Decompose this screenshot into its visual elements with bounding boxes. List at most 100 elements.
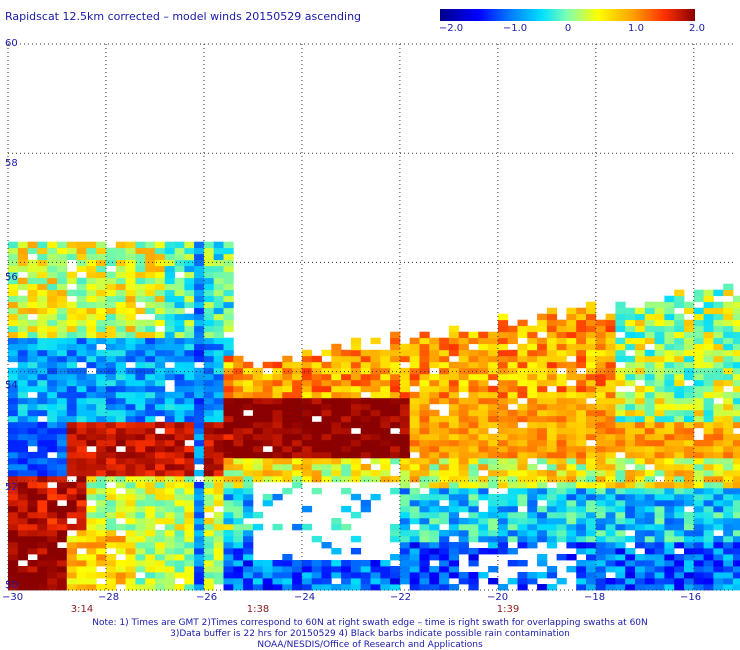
heatmap-cell <box>311 487 322 495</box>
heatmap-cell <box>115 433 126 441</box>
heatmap-cell <box>213 499 224 507</box>
heatmap-cell <box>341 373 352 381</box>
heatmap-cell <box>625 403 636 411</box>
heatmap-cell <box>644 367 655 375</box>
heatmap-cell <box>321 373 332 381</box>
heatmap-cell <box>517 385 528 393</box>
heatmap-cell <box>546 439 558 447</box>
heatmap-cell <box>125 367 136 375</box>
heatmap-cell <box>223 421 234 429</box>
heatmap-cell <box>96 493 107 501</box>
heatmap-cell <box>576 487 587 495</box>
heatmap-cell <box>135 481 146 489</box>
heatmap-cell <box>576 355 587 363</box>
heatmap-cell <box>184 457 195 465</box>
heatmap-cell <box>76 373 87 381</box>
heatmap-cell <box>164 331 175 339</box>
heatmap-cell <box>517 325 528 333</box>
heatmap-cell <box>644 307 655 315</box>
heatmap-cell <box>194 439 205 447</box>
heatmap-cell <box>37 259 48 267</box>
heatmap-cell <box>635 343 646 351</box>
heatmap-cell <box>86 313 97 321</box>
heatmap-cell <box>37 535 48 543</box>
heatmap-cell <box>399 343 411 351</box>
heatmap-cell <box>468 578 479 585</box>
heatmap-cell <box>76 247 87 255</box>
heatmap-cell <box>419 373 430 381</box>
heatmap-cell <box>341 409 352 417</box>
heatmap-cell <box>693 505 704 513</box>
heatmap-cell <box>321 463 332 471</box>
heatmap-cell <box>517 578 528 585</box>
heatmap-cell <box>703 535 714 543</box>
heatmap-cell <box>184 554 195 561</box>
heatmap-cell <box>135 397 146 405</box>
heatmap-cell <box>439 433 450 441</box>
heatmap-cell <box>8 523 19 531</box>
heatmap-cell <box>252 566 264 573</box>
heatmap-cell <box>194 469 205 477</box>
heatmap-cell <box>723 487 734 495</box>
heatmap-cell <box>47 313 58 321</box>
heatmap-cell <box>213 385 224 393</box>
heatmap-cell <box>488 373 499 381</box>
heatmap-cell <box>17 391 28 399</box>
heatmap-cell <box>292 469 303 477</box>
heatmap-cell <box>174 361 185 369</box>
heatmap-cell <box>155 253 166 261</box>
heatmap-cell <box>223 572 234 579</box>
heatmap-cell <box>213 457 224 465</box>
heatmap-cell <box>703 373 714 381</box>
heatmap-cell <box>37 343 48 351</box>
heatmap-cell <box>233 529 244 537</box>
heatmap-cell <box>419 499 430 507</box>
heatmap-cell <box>693 367 704 375</box>
heatmap-cell <box>635 385 646 393</box>
heatmap-cell <box>106 373 117 381</box>
heatmap-cell <box>693 331 704 339</box>
heatmap-cell <box>76 277 87 285</box>
heatmap-cell <box>47 397 58 405</box>
heatmap-cell <box>86 487 97 495</box>
heatmap-cell <box>644 469 655 477</box>
heatmap-cell <box>125 385 136 393</box>
heatmap-cell <box>429 584 440 591</box>
heatmap-cell <box>674 361 685 369</box>
heatmap-cell <box>360 367 371 375</box>
heatmap-cell <box>419 584 430 591</box>
heatmap-cell <box>605 584 616 591</box>
heatmap-cell <box>507 529 518 537</box>
heatmap-cell <box>272 439 283 447</box>
heatmap-cell <box>478 463 489 471</box>
heatmap-cell <box>713 349 724 357</box>
heatmap-cell <box>262 578 273 585</box>
heatmap-cell <box>458 481 469 489</box>
heatmap-cell <box>66 421 77 429</box>
heatmap-cell <box>586 511 597 519</box>
heatmap-cell <box>57 517 68 525</box>
heatmap-cell <box>537 313 548 321</box>
heatmap-cell <box>96 517 107 525</box>
heatmap-cell <box>713 307 724 315</box>
heatmap-cell <box>488 409 499 417</box>
heatmap-cell <box>625 343 636 351</box>
heatmap-cell <box>164 548 175 555</box>
heatmap-cell <box>370 421 381 429</box>
heatmap-cell <box>155 493 166 501</box>
heatmap-cell <box>350 355 362 363</box>
heatmap-cell <box>57 566 68 573</box>
heatmap-cell <box>556 554 567 561</box>
heatmap-cell <box>233 523 244 531</box>
heatmap-cell <box>556 505 567 513</box>
heatmap-cell <box>703 505 714 513</box>
heatmap-cell <box>174 355 185 363</box>
heatmap-cell <box>282 361 293 369</box>
heatmap-cell <box>301 391 313 399</box>
heatmap-cell <box>243 560 254 567</box>
heatmap-cell <box>164 511 175 519</box>
heatmap-cell <box>66 361 77 369</box>
heatmap-cell <box>566 445 577 453</box>
heatmap-cell <box>674 397 685 405</box>
heatmap-cell <box>341 355 352 363</box>
